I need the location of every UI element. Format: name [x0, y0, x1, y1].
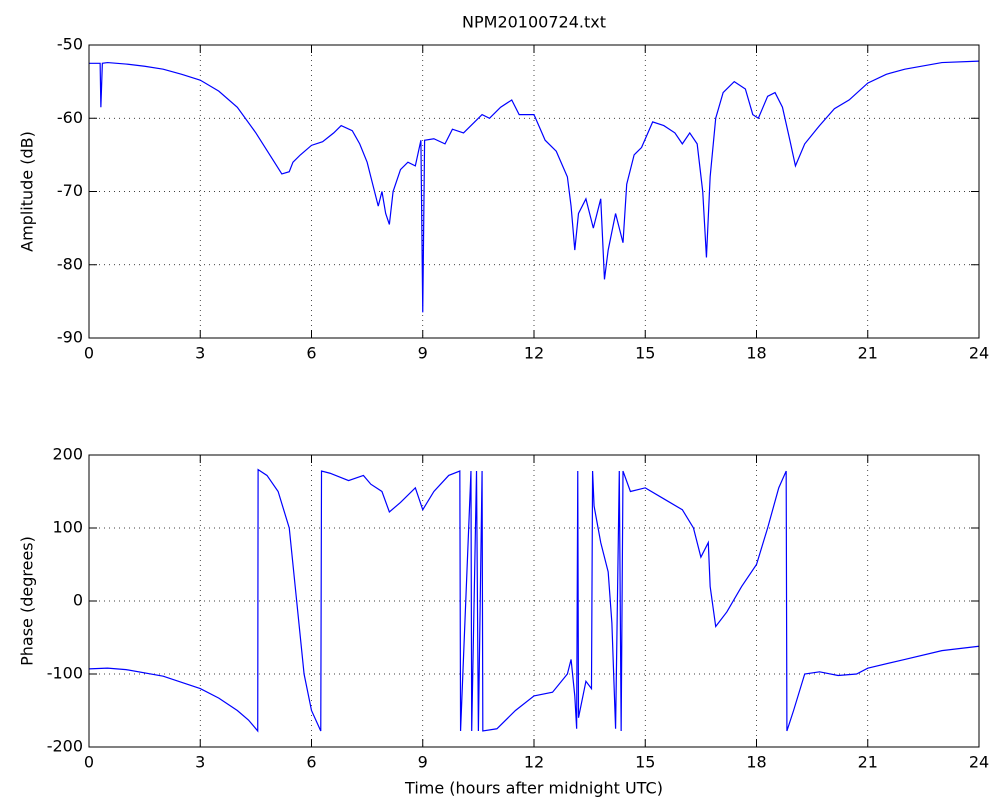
x-tick-label: 3: [195, 753, 205, 772]
x-tick-label: 18: [746, 344, 766, 363]
y-tick-label: 0: [73, 591, 83, 610]
y-tick-label: -70: [57, 181, 83, 200]
chart-title: NPM20100724.txt: [462, 13, 606, 32]
y-tick-label: -200: [47, 737, 83, 756]
y-tick-label: 200: [52, 445, 83, 464]
x-tick-label: 21: [858, 753, 878, 772]
x-tick-label: 24: [969, 753, 989, 772]
x-tick-label: 12: [524, 753, 544, 772]
y-tick-label: -60: [57, 108, 83, 127]
y-axis-label: Phase (degrees): [18, 536, 37, 666]
x-tick-label: 0: [84, 344, 94, 363]
x-tick-label: 3: [195, 344, 205, 363]
data-line: [89, 60, 980, 313]
x-tick-label: 12: [524, 344, 544, 363]
y-tick-label: -50: [57, 35, 83, 54]
x-tick-label: 0: [84, 753, 94, 772]
x-tick-label: 6: [306, 753, 316, 772]
y-tick-label: -100: [47, 664, 83, 683]
y-tick-label: -80: [57, 254, 83, 273]
axes-box: [88, 44, 980, 339]
y-tick-label: 100: [52, 518, 83, 537]
data-line: [88, 468, 980, 733]
x-axis-label: Time (hours after midnight UTC): [404, 779, 663, 798]
x-tick-label: 9: [418, 344, 428, 363]
y-tick-label: -90: [57, 328, 83, 347]
x-tick-label: 15: [635, 344, 655, 363]
x-tick-label: 9: [418, 753, 428, 772]
x-tick-label: 18: [746, 753, 766, 772]
axes-box: [88, 454, 980, 748]
x-tick-label: 6: [306, 344, 316, 363]
x-tick-label: 24: [969, 344, 989, 363]
x-tick-label: 21: [858, 344, 878, 363]
x-tick-label: 15: [635, 753, 655, 772]
y-axis-label: Amplitude (dB): [18, 131, 37, 252]
